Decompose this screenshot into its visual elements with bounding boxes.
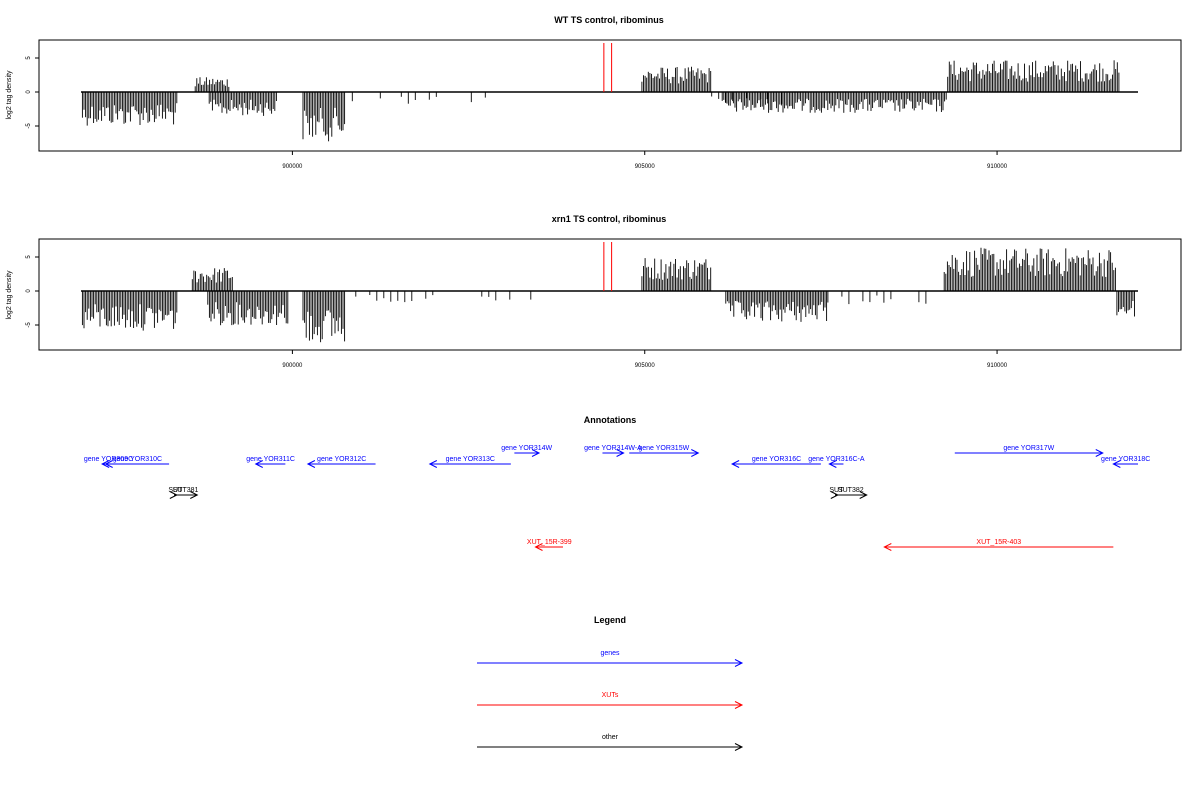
y-tick-label: 0	[26, 90, 32, 94]
feature-label: XUT_15R-403	[976, 539, 1021, 546]
arrow-head	[104, 460, 113, 468]
feature-label: gene YOR316C-A	[808, 456, 865, 463]
feature-arrow	[174, 491, 199, 499]
arrow-head	[828, 460, 837, 468]
arrow-head	[616, 449, 625, 457]
x-tick-label: 910000	[987, 164, 1008, 170]
feature-arrow	[834, 491, 868, 499]
arrow-head	[101, 460, 110, 468]
arrow-head	[428, 460, 438, 468]
arrow-head	[734, 743, 744, 751]
feature-label: gene YOR317W	[1003, 445, 1054, 452]
arrow-head	[734, 659, 744, 667]
y-tick-label: -5	[26, 322, 32, 328]
feature-label: gene YOR316C	[752, 456, 801, 463]
arrow-head	[859, 491, 868, 499]
arrow-head	[691, 449, 700, 457]
legend-arrow	[477, 743, 744, 751]
arrow-head	[734, 701, 744, 709]
arrow-head	[254, 460, 263, 468]
y-axis-label: log2 tag density	[6, 270, 13, 320]
feature-arrow	[954, 449, 1104, 457]
x-tick-label: 900000	[282, 164, 303, 170]
plot-frame	[38, 238, 1182, 351]
feature-arrow	[730, 460, 821, 468]
x-tick-label: 905000	[635, 363, 656, 369]
legend-label: genes	[600, 650, 620, 657]
feature-label: XUT_15R-399	[527, 539, 572, 546]
feature-arrow	[1112, 460, 1138, 468]
feature-arrow	[602, 449, 625, 457]
xrn1-coverage-panel: xrn1 TS control, ribominus log2 tag dens…	[6, 214, 1182, 369]
feature-arrow	[254, 460, 286, 468]
arrow-head	[730, 460, 740, 468]
feature-label: gene YOR310C	[113, 456, 162, 463]
arrow-head	[534, 543, 543, 551]
legend-arrow	[477, 701, 744, 709]
feature-arrow	[629, 449, 700, 457]
y-axis-label: log2 tag density	[6, 70, 13, 120]
legend-label: other	[602, 734, 619, 741]
feature-label: gene YOR311C	[246, 456, 295, 463]
arrow-head	[531, 449, 541, 457]
y-tick-label: -5	[26, 123, 32, 129]
feature-label: gene YOR318C	[1101, 456, 1150, 463]
arrow-head	[883, 543, 892, 551]
legend-title: Legend	[594, 615, 626, 625]
feature-label: gene YOR315W	[638, 445, 689, 452]
feature-label: gene YOR312C	[317, 456, 366, 463]
arrow-head	[306, 460, 316, 468]
wt-coverage-panel: WT TS control, ribominus log2 tag densit…	[6, 15, 1182, 170]
feature-arrow	[534, 543, 563, 551]
plot-frame	[38, 39, 1182, 152]
feature-arrow	[514, 449, 541, 457]
feature-label: SUT	[829, 487, 844, 494]
annotations-title: Annotations	[584, 415, 637, 425]
y-tick-label: 0	[26, 289, 32, 293]
feature-label: SUT382	[838, 487, 864, 494]
y-tick-label: 5	[26, 255, 32, 259]
x-tick-label: 905000	[635, 164, 656, 170]
feature-arrow	[104, 460, 170, 468]
legend-arrow	[477, 659, 744, 667]
x-tick-label: 910000	[987, 363, 1008, 369]
feature-arrow	[306, 460, 376, 468]
arrow-head	[1112, 460, 1121, 468]
chart-title: WT TS control, ribominus	[554, 15, 664, 25]
chart-title: xrn1 TS control, ribominus	[552, 214, 667, 224]
feature-label: SUT	[168, 487, 183, 494]
feature-label: gene YOR314W	[501, 445, 552, 452]
feature-arrow	[828, 460, 844, 468]
feature-arrow	[883, 543, 1114, 551]
x-tick-label: 900000	[282, 363, 303, 369]
legend: Legend genes XUTs other	[477, 615, 744, 751]
feature-label: gene YOR309C	[84, 456, 133, 463]
legend-label: XUTs	[602, 692, 619, 699]
arrow-head	[1095, 449, 1104, 457]
feature-label: gene YOR314W-A	[584, 445, 642, 452]
feature-arrow	[428, 460, 511, 468]
feature-label: gene YOR313C	[446, 456, 495, 463]
feature-label: SUT381	[173, 487, 199, 494]
y-tick-label: 5	[26, 56, 32, 60]
arrow-head	[190, 491, 199, 499]
